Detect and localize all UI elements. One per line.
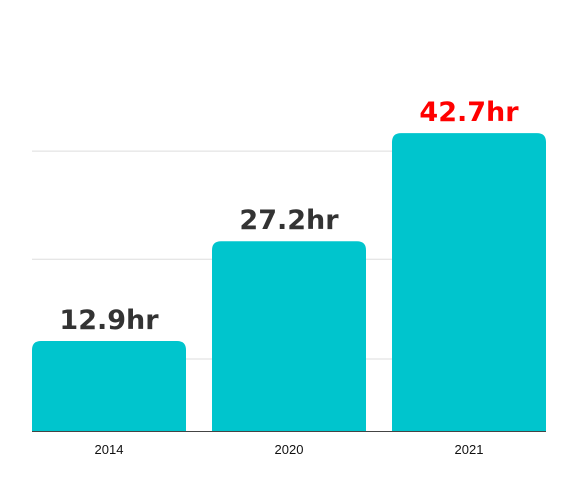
bars-group	[32, 133, 546, 431]
value-label-2021: 42.7hr	[419, 97, 519, 128]
x-tick-label-2020: 2020	[275, 442, 304, 457]
value-labels-group: 12.9hr 27.2hr 42.7hr	[59, 97, 519, 336]
x-tick-label-2021: 2021	[455, 442, 484, 457]
value-label-2014: 12.9hr	[59, 305, 159, 336]
bar-2021	[392, 133, 546, 431]
x-tick-label-2014: 2014	[95, 442, 124, 457]
x-tick-labels-group: 2014 2020 2021	[95, 442, 484, 457]
bar-2020	[212, 241, 366, 431]
value-label-2020: 27.2hr	[239, 205, 339, 236]
bar-2014	[32, 341, 186, 431]
